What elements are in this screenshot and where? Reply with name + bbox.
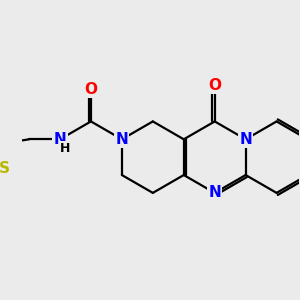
- Text: N: N: [239, 132, 252, 147]
- Text: S: S: [0, 161, 10, 176]
- Text: O: O: [84, 82, 98, 97]
- Text: O: O: [208, 78, 221, 93]
- Text: N: N: [54, 132, 66, 147]
- Text: N: N: [116, 132, 128, 147]
- Text: H: H: [60, 142, 70, 155]
- Text: N: N: [208, 185, 221, 200]
